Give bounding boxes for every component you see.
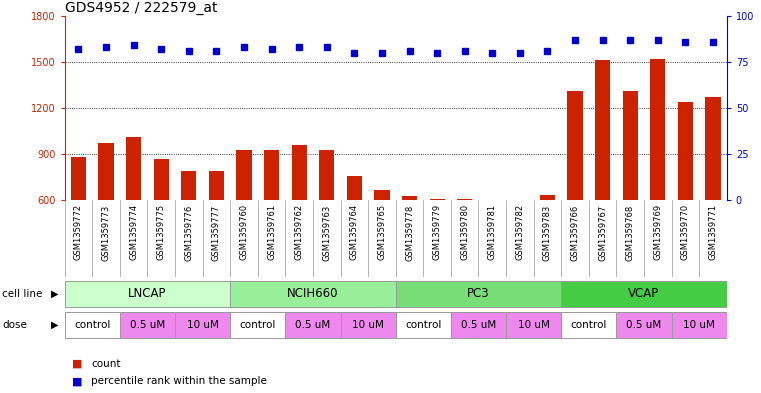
Text: ■: ■ — [72, 376, 83, 386]
Bar — [154, 159, 169, 200]
Text: GSM1359783: GSM1359783 — [543, 204, 552, 261]
Bar — [512, 200, 527, 201]
Text: GSM1359760: GSM1359760 — [240, 204, 249, 261]
Text: control: control — [240, 320, 276, 330]
Text: GSM1359780: GSM1359780 — [460, 204, 470, 261]
Text: GSM1359771: GSM1359771 — [708, 204, 718, 261]
Bar — [98, 143, 113, 200]
Text: GSM1359773: GSM1359773 — [101, 204, 110, 261]
Text: VCAP: VCAP — [629, 287, 660, 300]
Bar — [209, 171, 224, 200]
Bar — [396, 312, 451, 338]
Bar — [561, 312, 616, 338]
Text: 0.5 uM: 0.5 uM — [130, 320, 165, 330]
Text: GSM1359779: GSM1359779 — [432, 204, 441, 261]
Text: GSM1359772: GSM1359772 — [74, 204, 83, 261]
Bar — [402, 196, 417, 200]
Text: cell line: cell line — [2, 289, 43, 299]
Text: 0.5 uM: 0.5 uM — [626, 320, 661, 330]
Text: 10 uM: 10 uM — [352, 320, 384, 330]
Bar — [65, 312, 119, 338]
Bar — [568, 91, 583, 200]
Text: GSM1359775: GSM1359775 — [157, 204, 166, 261]
Bar — [319, 150, 334, 200]
Bar — [237, 150, 252, 200]
Bar — [678, 102, 693, 200]
Bar — [119, 312, 175, 338]
Bar — [429, 199, 444, 200]
Bar — [540, 195, 555, 200]
Bar — [595, 61, 610, 200]
Bar — [285, 312, 341, 338]
Text: 0.5 uM: 0.5 uM — [295, 320, 330, 330]
Text: GSM1359762: GSM1359762 — [295, 204, 304, 261]
Text: GSM1359763: GSM1359763 — [322, 204, 331, 261]
Text: GSM1359781: GSM1359781 — [488, 204, 497, 261]
Bar — [451, 312, 506, 338]
Text: GSM1359767: GSM1359767 — [598, 204, 607, 261]
Bar — [71, 157, 86, 200]
Text: GSM1359778: GSM1359778 — [405, 204, 414, 261]
Text: PC3: PC3 — [467, 287, 490, 300]
Bar — [65, 281, 230, 307]
Text: ▶: ▶ — [51, 289, 59, 299]
Text: GSM1359769: GSM1359769 — [653, 204, 662, 261]
Bar — [671, 312, 727, 338]
Bar — [347, 176, 362, 200]
Text: control: control — [571, 320, 607, 330]
Text: LNCAP: LNCAP — [128, 287, 167, 300]
Text: ■: ■ — [72, 358, 83, 369]
Text: GSM1359776: GSM1359776 — [184, 204, 193, 261]
Bar — [230, 281, 396, 307]
Text: GSM1359766: GSM1359766 — [571, 204, 580, 261]
Text: control: control — [405, 320, 441, 330]
Text: 10 uM: 10 uM — [186, 320, 218, 330]
Bar — [457, 199, 473, 200]
Bar — [374, 190, 390, 200]
Text: GSM1359770: GSM1359770 — [681, 204, 690, 261]
Text: GSM1359782: GSM1359782 — [515, 204, 524, 261]
Text: NCIH660: NCIH660 — [287, 287, 339, 300]
Text: count: count — [91, 358, 121, 369]
Text: ▶: ▶ — [51, 320, 59, 330]
Text: 10 uM: 10 uM — [683, 320, 715, 330]
Text: GDS4952 / 222579_at: GDS4952 / 222579_at — [65, 1, 217, 15]
Bar — [650, 59, 665, 200]
Text: GSM1359774: GSM1359774 — [129, 204, 139, 261]
Bar — [126, 137, 142, 200]
Bar — [622, 91, 638, 200]
Text: 0.5 uM: 0.5 uM — [461, 320, 496, 330]
Text: GSM1359761: GSM1359761 — [267, 204, 276, 261]
Bar — [705, 97, 721, 200]
Bar — [291, 145, 307, 200]
Bar — [340, 312, 396, 338]
Text: percentile rank within the sample: percentile rank within the sample — [91, 376, 267, 386]
Bar — [396, 281, 561, 307]
Bar — [230, 312, 285, 338]
Text: GSM1359764: GSM1359764 — [350, 204, 359, 261]
Text: dose: dose — [2, 320, 27, 330]
Bar — [616, 312, 671, 338]
Text: GSM1359777: GSM1359777 — [212, 204, 221, 261]
Text: GSM1359765: GSM1359765 — [377, 204, 387, 261]
Text: control: control — [74, 320, 110, 330]
Bar — [175, 312, 230, 338]
Text: 10 uM: 10 uM — [517, 320, 549, 330]
Text: GSM1359768: GSM1359768 — [626, 204, 635, 261]
Bar — [561, 281, 727, 307]
Bar — [506, 312, 561, 338]
Bar — [181, 171, 196, 200]
Bar — [264, 150, 279, 200]
